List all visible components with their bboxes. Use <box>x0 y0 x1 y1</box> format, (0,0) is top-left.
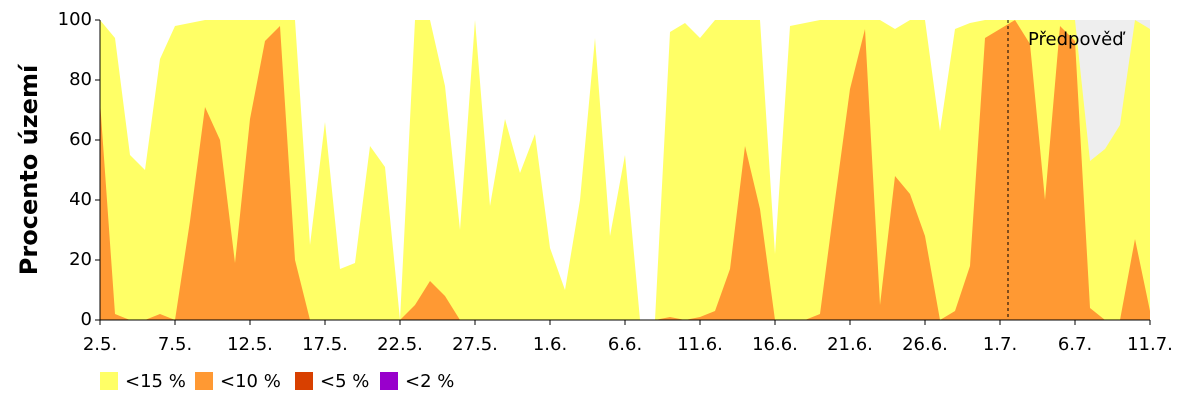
y-tick-label: 60 <box>69 129 92 150</box>
x-tick-label: 11.6. <box>677 334 723 355</box>
legend-swatch <box>100 372 118 390</box>
legend-label: <10 % <box>220 371 281 392</box>
x-tick-label: 1.7. <box>983 334 1017 355</box>
legend-label: <5 % <box>320 371 369 392</box>
area <box>100 20 1150 320</box>
legend-swatch <box>295 372 313 390</box>
x-tick-label: 6.7. <box>1058 334 1092 355</box>
y-tick-label: 40 <box>69 189 92 210</box>
x-tick-label: 11.7. <box>1127 334 1173 355</box>
x-tick-label: 6.6. <box>608 334 642 355</box>
x-tick-label: 27.5. <box>452 334 498 355</box>
y-tick-label: 20 <box>69 249 92 270</box>
x-tick-label: 1.6. <box>533 334 567 355</box>
legend-label: <2 % <box>405 371 454 392</box>
x-tick-label: 12.5. <box>227 334 273 355</box>
x-tick-label: 2.5. <box>83 334 117 355</box>
y-tick-label: 80 <box>69 69 92 90</box>
x-tick-label: 16.6. <box>752 334 798 355</box>
legend-swatch <box>380 372 398 390</box>
x-tick-label: 7.5. <box>158 334 192 355</box>
x-tick-label: 26.6. <box>902 334 948 355</box>
x-tick-label: 17.5. <box>302 334 348 355</box>
x-tick-label: 21.6. <box>827 334 873 355</box>
y-axis-title: Procento území <box>15 63 43 275</box>
legend-label: <15 % <box>125 371 186 392</box>
legend-swatch <box>195 372 213 390</box>
annotation: Předpověď <box>1028 29 1126 50</box>
y-tick-label: 100 <box>58 9 92 30</box>
y-tick-label: 0 <box>81 309 92 330</box>
x-tick-label: 22.5. <box>377 334 423 355</box>
